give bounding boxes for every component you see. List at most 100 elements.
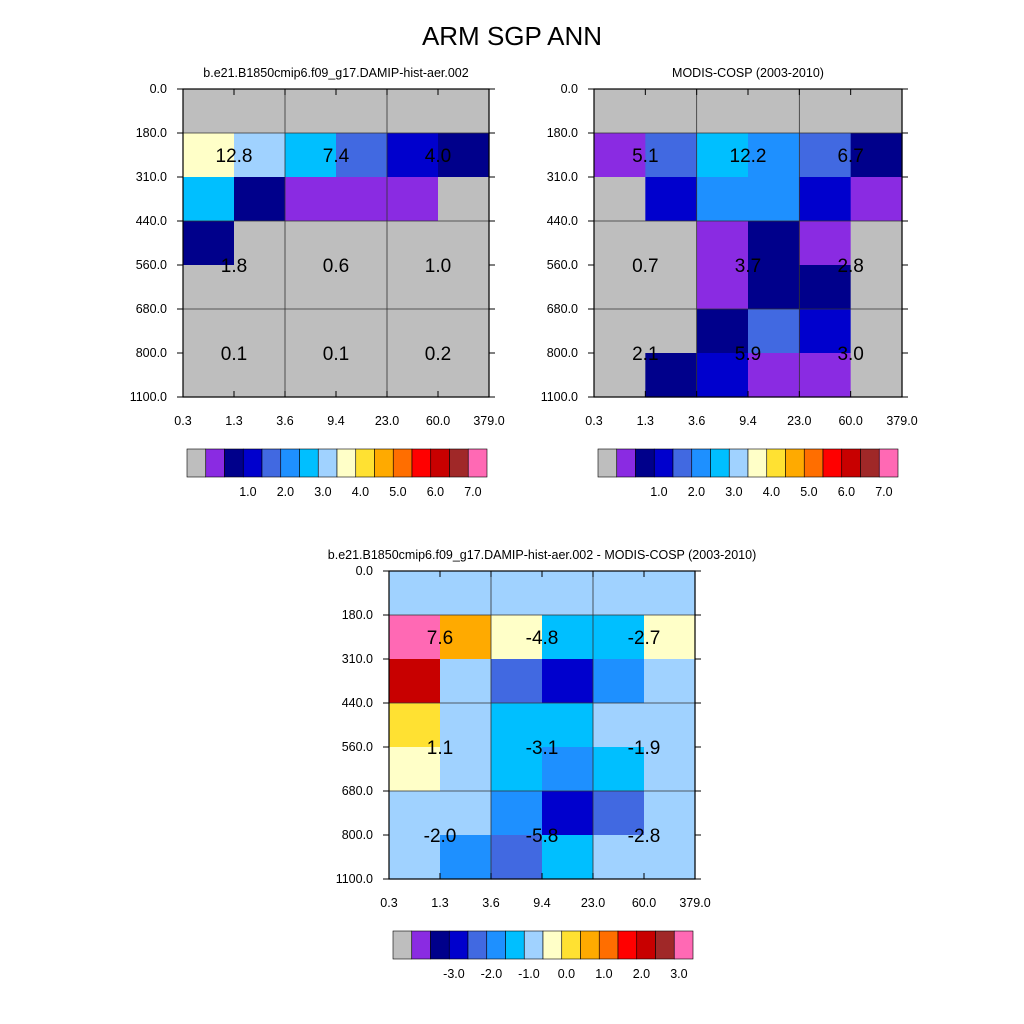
heatmap-cell [285, 177, 337, 222]
colorbar-swatch [411, 930, 431, 960]
heatmap-cell [542, 791, 594, 836]
heatmap-cell [644, 615, 696, 660]
heatmap-cell [748, 265, 800, 310]
heatmap-cell [389, 659, 441, 704]
heatmap-cell [389, 703, 441, 748]
cell-value-label: 0.6 [323, 256, 349, 277]
y-tick-label: 440.0 [342, 696, 373, 710]
heatmap-cell [850, 89, 903, 134]
y-tick-label: 0.0 [561, 82, 578, 96]
y-tick-label: 680.0 [342, 784, 373, 798]
y-tick-label: 800.0 [547, 346, 578, 360]
x-tick-label: 9.4 [739, 414, 756, 428]
heatmap-cell [799, 309, 852, 354]
heatmap-cell [440, 615, 492, 660]
x-tick-label: 379.0 [473, 414, 504, 428]
heatmap-cell [748, 177, 800, 222]
y-tick-label: 680.0 [547, 302, 578, 316]
heatmap-cell [644, 659, 696, 704]
colorbar-swatch [430, 448, 450, 478]
x-tick-label: 60.0 [426, 414, 450, 428]
colorbar-swatch [766, 448, 786, 478]
colorbar-swatch [224, 448, 244, 478]
colorbar: -3.0 -2.0 -1.0 0.0 1.0 2.0 3.0 [392, 930, 694, 981]
panel-title: b.e21.B1850cmip6.f09_g17.DAMIP-hist-aer.… [328, 548, 756, 562]
heatmap-cell [644, 747, 696, 792]
heatmap-cell [234, 353, 286, 398]
heatmap-cell [336, 353, 388, 398]
colorbar-swatch [467, 448, 488, 478]
cell-value-label: -1.9 [628, 738, 661, 759]
heatmap-cell [387, 221, 439, 266]
x-tick-label: 1.3 [225, 414, 242, 428]
heatmap-cell [799, 133, 852, 178]
heatmap-cell [696, 309, 749, 354]
colorbar-swatch [580, 930, 600, 960]
colorbar-swatch [261, 448, 282, 478]
colorbar: 1.0 2.0 3.0 4.0 5.0 6.0 7.0 [186, 448, 488, 499]
heatmap-cell [234, 265, 286, 310]
x-tick-label: 23.0 [375, 414, 399, 428]
heatmap-cell [491, 791, 543, 836]
cell-value-label: 1.0 [425, 256, 451, 277]
y-tick-label: 0.0 [150, 82, 167, 96]
colorbar-label: 6.0 [427, 485, 444, 499]
colorbar-label: -1.0 [518, 967, 540, 981]
heatmap-cell [593, 571, 645, 616]
y-tick-label: 440.0 [136, 214, 167, 228]
heatmap-cell [594, 177, 646, 222]
heatmap-cell [234, 133, 286, 178]
heatmap-cell [183, 221, 235, 266]
heatmap-cell [440, 571, 492, 616]
heatmap-cell [387, 265, 439, 310]
colorbar-label: 3.0 [725, 485, 742, 499]
heatmap-cell [387, 353, 439, 398]
heatmap-cell [850, 353, 903, 398]
colorbar-swatch [653, 448, 674, 478]
heatmap-cell [645, 177, 698, 222]
cell-value-label: 5.1 [632, 146, 658, 167]
heatmap-cell [645, 89, 698, 134]
colorbar-label: 1.0 [239, 485, 256, 499]
colorbar-swatch [598, 930, 619, 960]
heatmap-cell [593, 747, 645, 792]
colorbar-swatch [860, 448, 880, 478]
colorbar-swatch [542, 930, 563, 960]
y-tick-label: 560.0 [136, 258, 167, 272]
y-tick-label: 180.0 [547, 126, 578, 140]
x-tick-label: 3.6 [276, 414, 293, 428]
colorbar-swatch [841, 448, 861, 478]
x-tick-label: 3.6 [482, 896, 499, 910]
colorbar-swatch [430, 930, 450, 960]
panel-3: b.e21.B1850cmip6.f09_g17.DAMIP-hist-aer.… [328, 548, 756, 981]
cell-value-label: 0.7 [632, 256, 658, 277]
colorbar-swatch [597, 448, 618, 478]
heatmap-cell [748, 89, 800, 134]
cell-value-label: 7.6 [427, 628, 453, 649]
heatmap-cell [594, 309, 646, 354]
colorbar-swatch [299, 448, 319, 478]
colorbar-swatch [616, 448, 636, 478]
colorbar-swatch [355, 448, 375, 478]
heatmap-cell [594, 353, 646, 398]
heatmap-cell [336, 309, 388, 354]
heatmap-cell [285, 265, 337, 310]
heatmap-cell [336, 177, 388, 222]
y-tick-label: 1100.0 [336, 872, 373, 886]
heatmap-cell [850, 265, 903, 310]
x-tick-label: 60.0 [838, 414, 862, 428]
colorbar-swatch [467, 930, 488, 960]
colorbar-swatch [635, 448, 655, 478]
cell-value-label: -2.8 [628, 826, 661, 847]
heatmap-cell [594, 133, 646, 178]
x-tick-label: 0.3 [585, 414, 602, 428]
colorbar-swatch [505, 930, 525, 960]
cell-value-label: -2.0 [424, 826, 457, 847]
heatmap-cell [491, 835, 543, 880]
y-tick-label: 1100.0 [130, 390, 167, 404]
heatmap-cell [389, 747, 441, 792]
colorbar-label: 3.0 [314, 485, 331, 499]
heatmap-cell [696, 265, 749, 310]
heatmap-cell [645, 353, 698, 398]
x-tick-label: 60.0 [632, 896, 656, 910]
